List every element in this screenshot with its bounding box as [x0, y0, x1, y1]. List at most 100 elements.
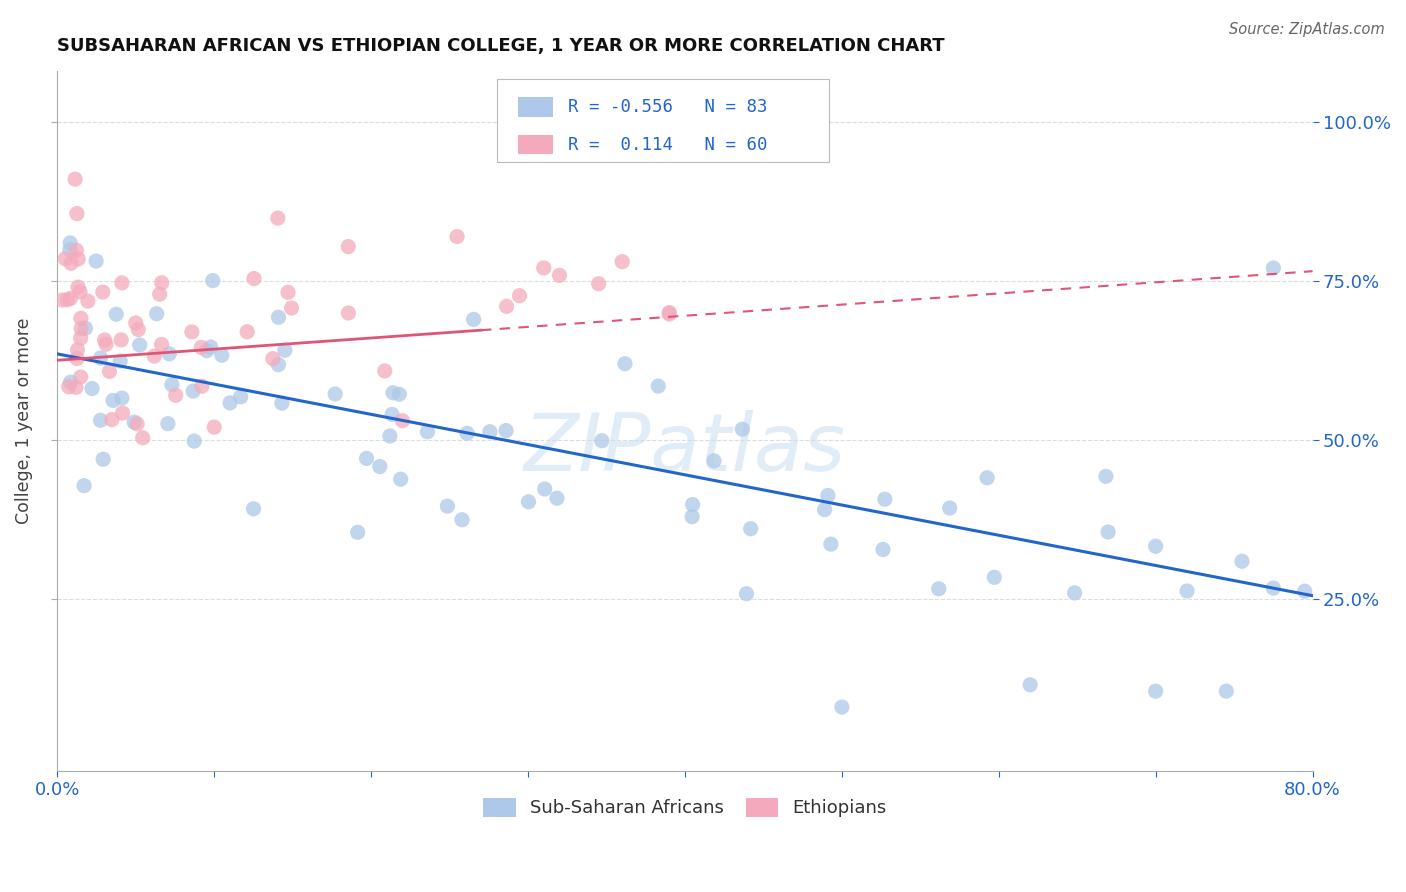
Point	[66, 206, 89, 220]
Point	[356, 451, 378, 466]
Point	[546, 491, 568, 506]
Point	[388, 387, 411, 401]
Point	[1175, 584, 1198, 599]
Point	[1019, 678, 1042, 692]
Point	[337, 239, 360, 253]
Point	[67, 252, 90, 266]
Point	[59, 291, 82, 305]
Point	[143, 349, 166, 363]
Point	[740, 522, 762, 536]
Point	[63, 172, 86, 186]
Point	[105, 307, 128, 321]
Point	[533, 260, 555, 275]
Point	[160, 377, 183, 392]
Point	[517, 495, 540, 509]
Point	[127, 417, 149, 431]
Point	[731, 422, 754, 436]
Point	[337, 306, 360, 320]
Point	[463, 312, 485, 326]
Point	[1230, 554, 1253, 568]
Point	[703, 454, 725, 468]
Point	[165, 388, 187, 402]
Point	[267, 358, 290, 372]
Point	[735, 587, 758, 601]
Point	[1263, 260, 1285, 275]
Point	[647, 379, 669, 393]
Point	[280, 301, 302, 315]
Point	[84, 254, 107, 268]
Point	[1097, 524, 1119, 539]
Point	[132, 431, 155, 445]
Point	[65, 380, 87, 394]
Point	[69, 285, 91, 299]
Point	[180, 325, 202, 339]
Point	[156, 417, 179, 431]
Point	[658, 307, 681, 321]
Point	[456, 426, 478, 441]
Point	[219, 396, 242, 410]
Point	[533, 482, 555, 496]
Point	[591, 434, 613, 448]
Point	[928, 582, 950, 596]
Point	[53, 252, 76, 266]
Point	[128, 338, 150, 352]
Point	[548, 268, 571, 283]
Point	[65, 244, 87, 258]
Text: R = -0.556   N = 83: R = -0.556 N = 83	[568, 98, 768, 116]
Point	[236, 325, 259, 339]
Point	[613, 357, 636, 371]
Point	[681, 509, 703, 524]
Point	[111, 406, 134, 420]
Point	[191, 379, 214, 393]
Point	[80, 382, 103, 396]
Point	[242, 501, 264, 516]
Point	[495, 299, 517, 313]
Point	[67, 280, 90, 294]
Point	[76, 294, 98, 309]
Point	[94, 337, 117, 351]
Point	[93, 333, 115, 347]
Point	[374, 364, 396, 378]
Point	[229, 390, 252, 404]
Point	[382, 385, 405, 400]
Point	[111, 276, 134, 290]
Point	[1144, 684, 1167, 698]
Point	[976, 471, 998, 485]
Point	[183, 434, 205, 448]
Point	[51, 293, 73, 307]
Point	[1215, 684, 1237, 698]
Point	[391, 414, 413, 428]
Point	[267, 310, 290, 325]
Point	[73, 478, 96, 492]
Point	[190, 340, 212, 354]
Point	[90, 351, 112, 365]
Point	[60, 256, 83, 270]
Point	[873, 492, 896, 507]
Legend: Sub-Saharan Africans, Ethiopians: Sub-Saharan Africans, Ethiopians	[475, 791, 894, 825]
Point	[56, 293, 79, 307]
Point	[195, 343, 218, 358]
Y-axis label: College, 1 year or more: College, 1 year or more	[15, 318, 32, 524]
Point	[150, 337, 173, 351]
Point	[323, 387, 346, 401]
Point	[813, 502, 835, 516]
Point	[70, 321, 93, 335]
Point	[436, 499, 458, 513]
Text: Source: ZipAtlas.com: Source: ZipAtlas.com	[1229, 22, 1385, 37]
Point	[508, 288, 530, 302]
FancyBboxPatch shape	[517, 97, 553, 117]
Text: ZIPatlas: ZIPatlas	[524, 409, 846, 488]
Point	[181, 384, 204, 398]
Point	[588, 277, 610, 291]
Point	[378, 429, 401, 443]
Point	[682, 498, 704, 512]
Point	[69, 331, 91, 345]
Point	[831, 700, 853, 714]
Point	[89, 413, 111, 427]
Point	[381, 408, 404, 422]
Point	[58, 380, 80, 394]
Point	[59, 235, 82, 250]
Point	[101, 412, 124, 426]
Point	[983, 570, 1005, 584]
Point	[243, 271, 266, 285]
